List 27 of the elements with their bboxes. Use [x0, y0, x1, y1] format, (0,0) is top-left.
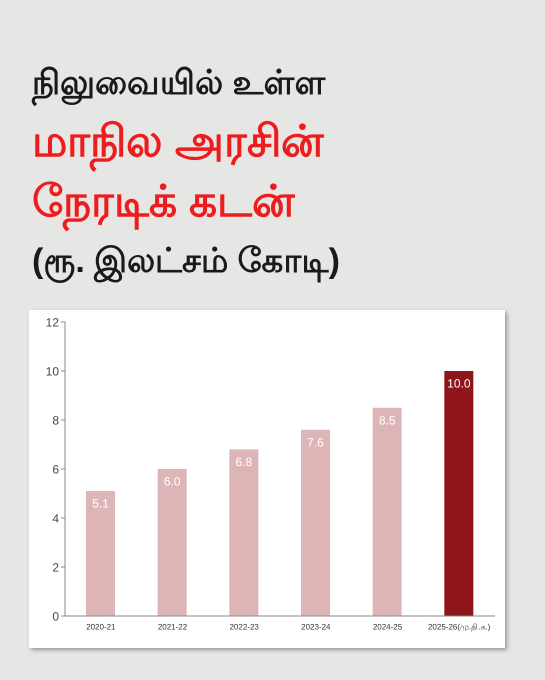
bar	[301, 430, 330, 616]
bar	[444, 371, 474, 616]
x-tick-label: 2022-23	[229, 622, 260, 632]
data-label: 6.0	[164, 474, 181, 489]
chart-subtitle: (ரூ. இலட்சம் கோடி)	[32, 241, 341, 285]
y-tick-label: 6	[52, 462, 60, 476]
bar	[158, 469, 187, 616]
x-tick-label: 2024-25	[372, 622, 403, 632]
y-tick-label: 0	[52, 609, 60, 624]
data-label: 6.8	[235, 454, 252, 469]
x-tick-label: 2023-24	[301, 622, 332, 632]
y-tick-label: 10	[46, 364, 60, 378]
y-tick-label: 12	[46, 315, 60, 330]
data-label: 7.6	[307, 435, 324, 450]
x-tick-label: 2021-22	[158, 622, 188, 632]
data-label: 8.5	[378, 413, 396, 428]
data-label: 5.1	[92, 496, 110, 511]
y-tick-label: 2	[52, 560, 60, 574]
y-tick-label: 4	[52, 511, 60, 526]
chart-title: நிலுவையில் உள்ள மாநில அரசின் நேரடிக் கடன்	[32, 63, 326, 232]
x-tick-label: 2020-21	[86, 622, 116, 632]
bar	[372, 408, 402, 616]
bar	[86, 491, 115, 616]
data-label: 10.0	[447, 376, 471, 391]
x-tick-label: 2025-26(மு.தி.க.)	[428, 622, 491, 633]
bar	[229, 449, 258, 616]
y-tick-label: 8	[52, 413, 60, 428]
